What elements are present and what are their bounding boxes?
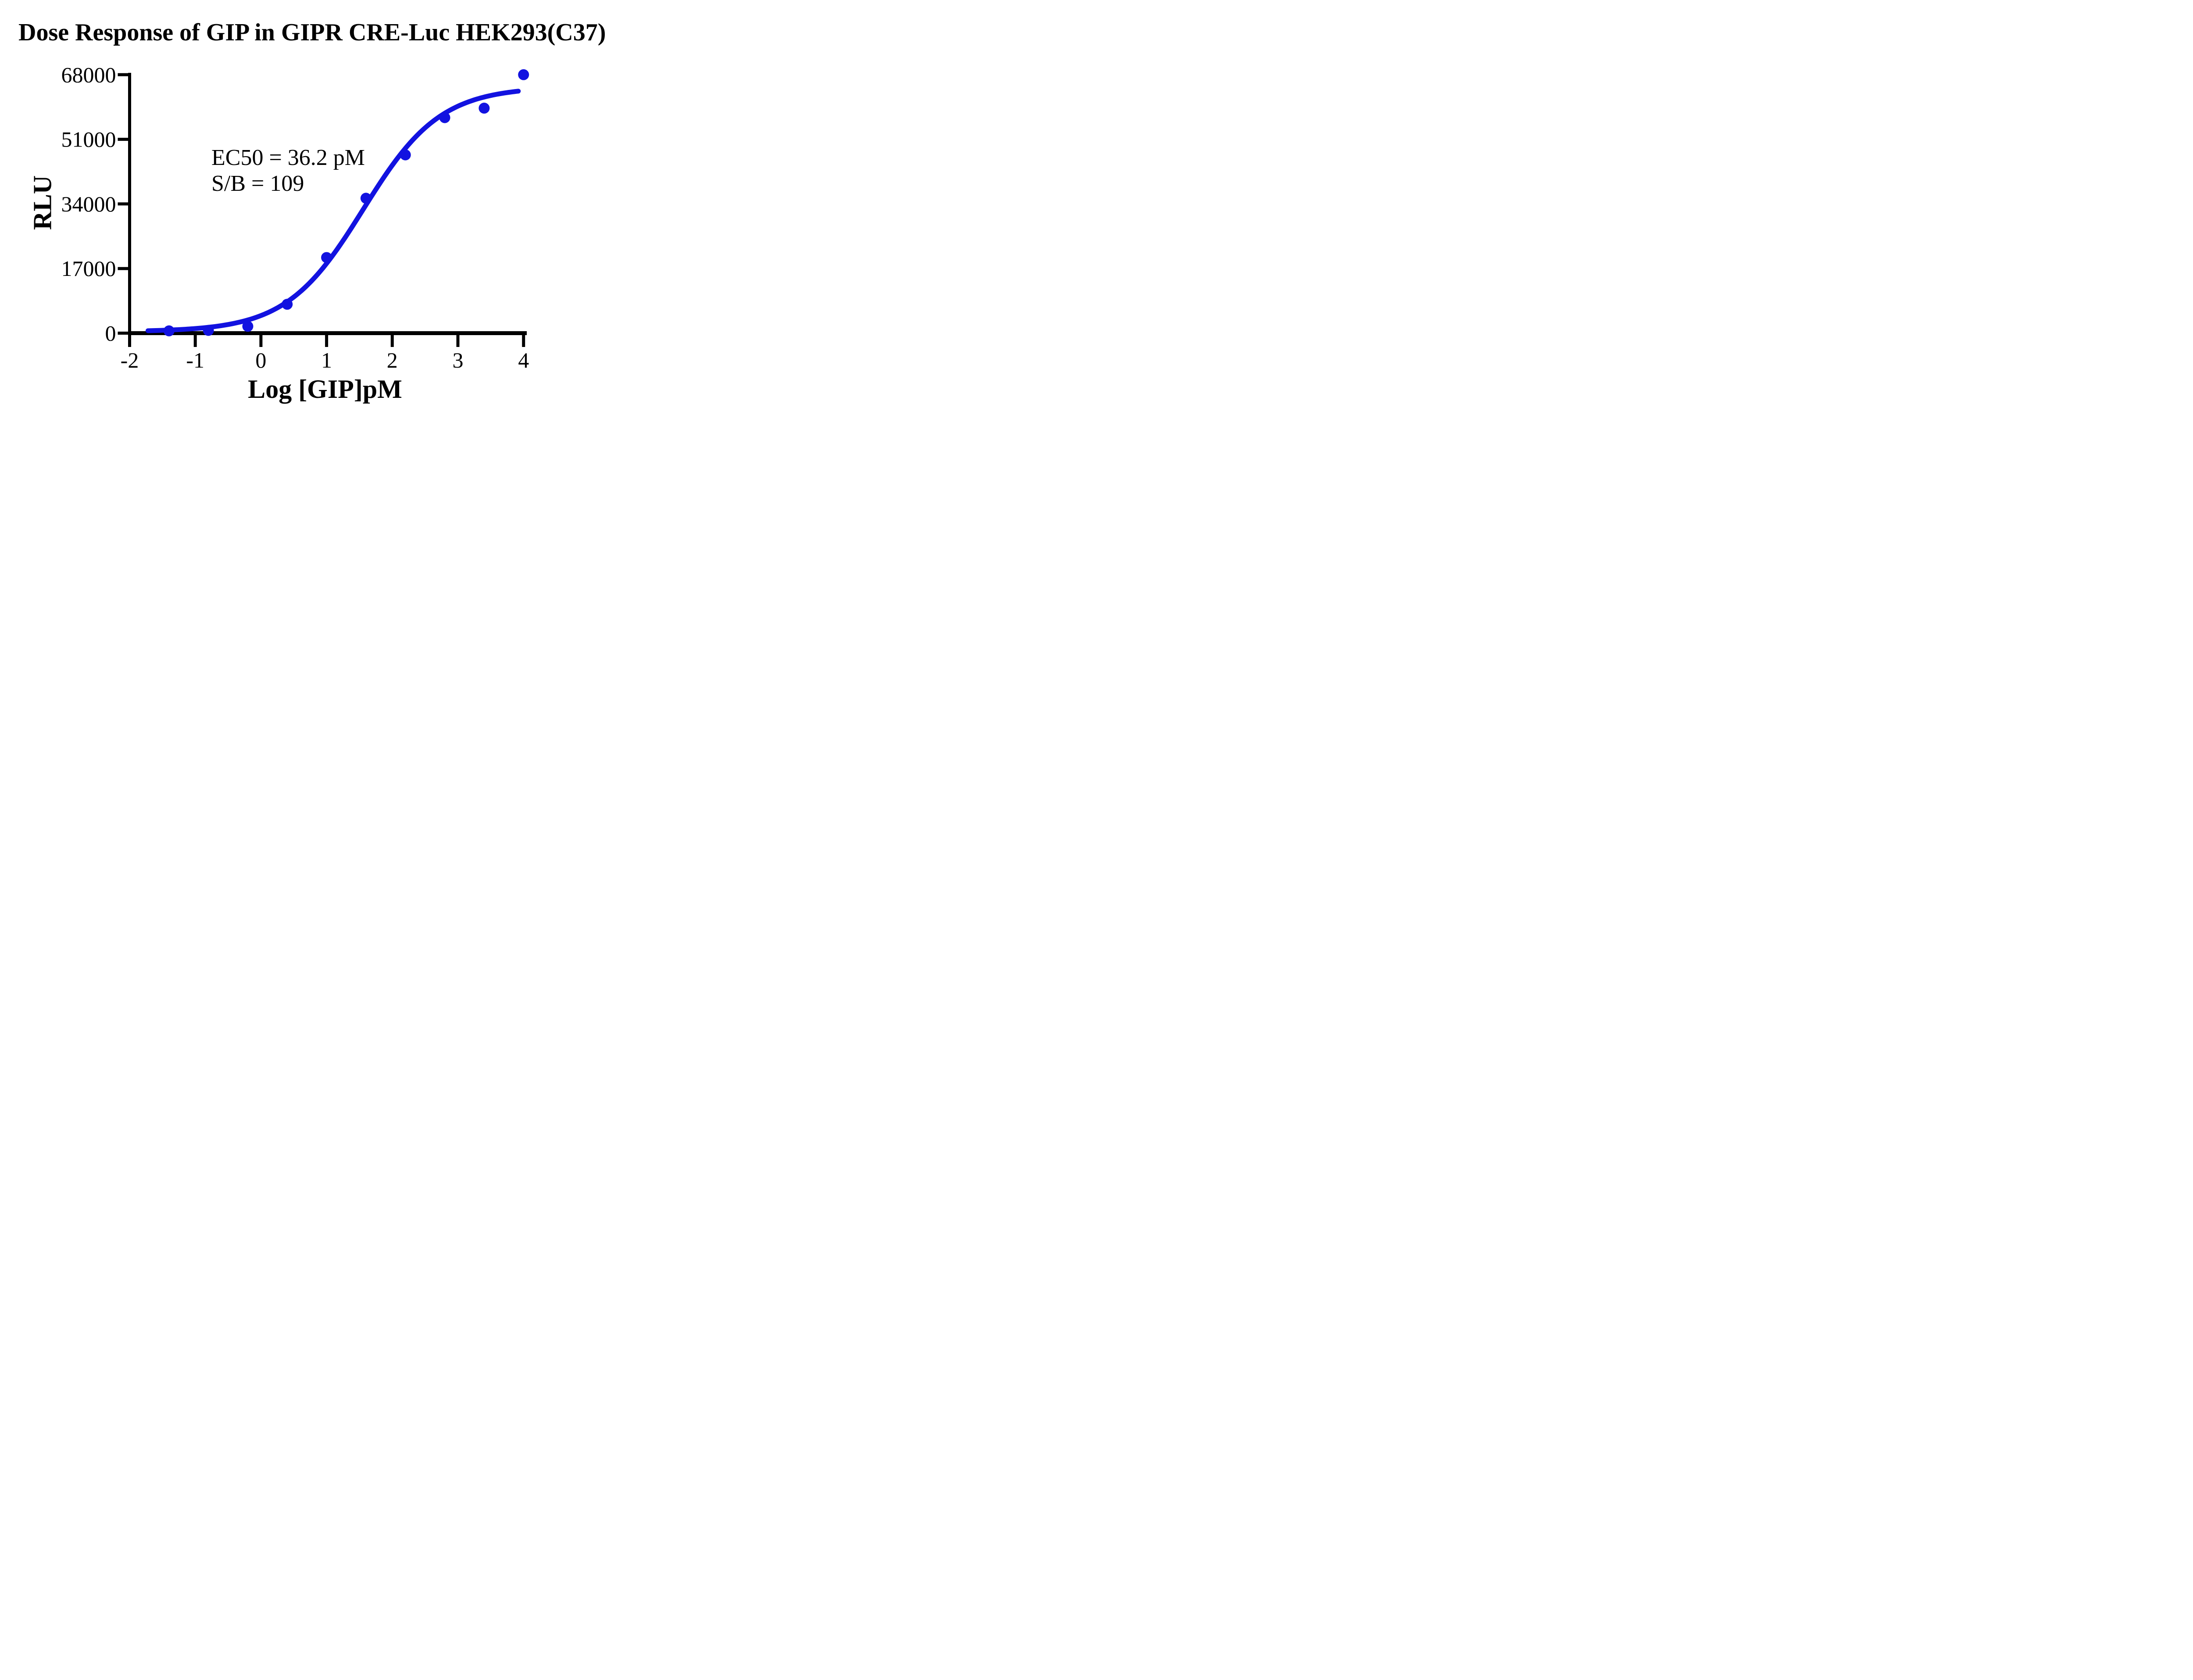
data-point bbox=[518, 69, 529, 80]
data-point bbox=[321, 252, 332, 263]
signal-background-text: S/B = 109 bbox=[211, 171, 304, 196]
data-point bbox=[360, 193, 371, 204]
y-tick-label: 34000 bbox=[61, 192, 116, 216]
x-tick-label: 4 bbox=[518, 348, 529, 372]
dose-response-figure: Dose Response of GIP in GIPR CRE-Luc HEK… bbox=[0, 0, 647, 420]
x-tick-label: -2 bbox=[121, 348, 139, 372]
chart-title: Dose Response of GIP in GIPR CRE-Luc HEK… bbox=[18, 19, 606, 46]
ec50-text: EC50 = 36.2 pM bbox=[211, 145, 365, 170]
data-point bbox=[242, 321, 254, 332]
y-tick-label: 51000 bbox=[61, 127, 116, 152]
data-point bbox=[439, 112, 450, 123]
data-point bbox=[163, 325, 175, 336]
data-point bbox=[203, 325, 214, 336]
x-tick-label: -1 bbox=[186, 348, 204, 372]
data-point bbox=[282, 299, 293, 310]
data-point bbox=[479, 103, 490, 114]
fit-annotation: EC50 = 36.2 pM S/B = 109 bbox=[211, 145, 365, 197]
fit-curve bbox=[145, 89, 521, 333]
y-tick-label: 0 bbox=[105, 321, 116, 346]
x-axis-title: Log [GIP]pM bbox=[248, 375, 402, 404]
y-tick-label: 17000 bbox=[61, 256, 116, 281]
x-tick-label: 2 bbox=[387, 348, 398, 372]
y-tick-label: 68000 bbox=[61, 62, 116, 87]
x-tick-label: 0 bbox=[255, 348, 266, 372]
x-tick-label: 1 bbox=[321, 348, 332, 372]
x-tick-label: 3 bbox=[453, 348, 464, 372]
data-point bbox=[400, 149, 411, 161]
plot-area: 0 17000 34000 51000 68000 -2 -1 0 1 2 3 4 bbox=[61, 62, 529, 372]
